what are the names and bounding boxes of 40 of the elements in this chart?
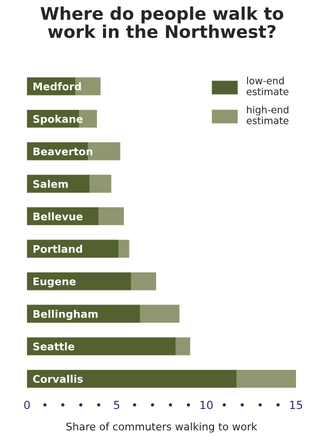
y-tick-label: Corvallis xyxy=(33,374,83,383)
y-tick-label: Seattle xyxy=(33,342,74,350)
bar xyxy=(27,370,237,388)
x-tick-label: • xyxy=(43,403,47,406)
x-tick-label: • xyxy=(222,403,226,406)
x-tick-label: • xyxy=(258,403,262,406)
y-tick-label: Medford xyxy=(34,82,81,90)
x-tick-label: • xyxy=(240,403,244,406)
bar xyxy=(27,337,176,356)
x-tick-label: 15 xyxy=(290,400,302,410)
bar xyxy=(118,240,130,258)
x-tick-label: 5 xyxy=(114,400,120,410)
x-tick-label: • xyxy=(168,403,172,406)
x-tick-label: • xyxy=(97,403,100,406)
bar xyxy=(176,337,190,356)
chart-title: Where do people walk to work in the Northwest? xyxy=(40,6,284,38)
bar xyxy=(27,272,132,290)
y-tick-label: Beaverton xyxy=(34,148,92,156)
x-tick-label: • xyxy=(132,403,136,406)
x-tick-label: • xyxy=(79,403,82,406)
legend-label: high-end estimate xyxy=(246,106,288,124)
y-tick-label: Bellingham xyxy=(34,310,98,320)
y-tick-label: Portland xyxy=(34,244,82,253)
x-tick-label: 0 xyxy=(24,400,30,410)
bar xyxy=(98,207,124,226)
x-tick-label: • xyxy=(276,403,280,406)
y-tick-label: Spokane xyxy=(33,114,83,125)
y-tick-label: Bellevue xyxy=(34,212,83,220)
bar xyxy=(131,272,156,290)
bar xyxy=(236,370,296,388)
legend-label: low-end estimate xyxy=(246,76,288,96)
bar xyxy=(140,304,180,323)
x-tick-label: • xyxy=(61,403,64,406)
y-tick-label: Salem xyxy=(33,180,68,188)
x-axis-title: Share of commuters walking to work xyxy=(66,422,258,432)
x-tick-label: • xyxy=(186,403,190,406)
bar xyxy=(90,174,112,193)
x-tick-label: • xyxy=(150,403,154,406)
x-tick-label: 10 xyxy=(200,400,213,410)
y-tick-label: Eugene xyxy=(34,278,76,288)
